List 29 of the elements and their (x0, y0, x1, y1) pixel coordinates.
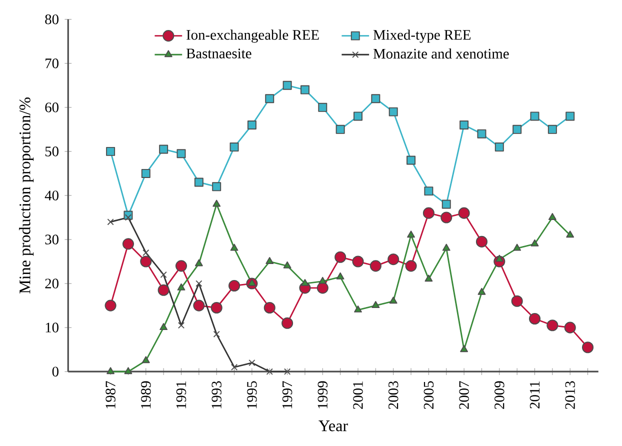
x-tick-label: 2013 (565, 381, 575, 410)
y-tick-label: 70 (46, 58, 58, 68)
x-tick-label: 1991 (176, 382, 186, 408)
y-tick-label: 40 (44, 190, 58, 200)
x-tick-label: 1989 (141, 381, 151, 408)
x-tick-label: 2005 (424, 381, 434, 410)
legend-label: Bastnaesite (186, 48, 252, 59)
legend-label: Ion-exchangeable REE (186, 30, 319, 43)
x-axis-title: Year (318, 420, 348, 432)
x-tick-label: 2007 (459, 381, 469, 410)
y-tick-label: 60 (45, 102, 58, 112)
x-tick-label: 1993 (212, 381, 222, 408)
y-tick-label: 30 (45, 234, 58, 245)
x-tick-label: 2001 (353, 382, 363, 410)
x-tick-label: 2003 (388, 381, 398, 410)
y-tick-label: 20 (45, 278, 58, 289)
x-tick-label: 2011 (530, 382, 540, 409)
y-tick-label: 50 (45, 146, 58, 156)
legend-label: Monazite and xenotime (373, 48, 509, 59)
x-tick-label: 1987 (106, 381, 116, 408)
x-tick-label: 1999 (318, 381, 328, 408)
y-axis-title: Mine production proportion/% (19, 98, 34, 294)
y-tick-label: 10 (46, 322, 58, 333)
y-tick-label: 0 (52, 366, 58, 377)
legend-label: Mixed-type REE (373, 30, 470, 43)
x-tick-label: 1997 (282, 381, 292, 408)
x-tick-label: 2009 (494, 381, 504, 410)
x-tick-label: 1995 (247, 381, 257, 408)
y-tick-label: 80 (45, 14, 58, 24)
